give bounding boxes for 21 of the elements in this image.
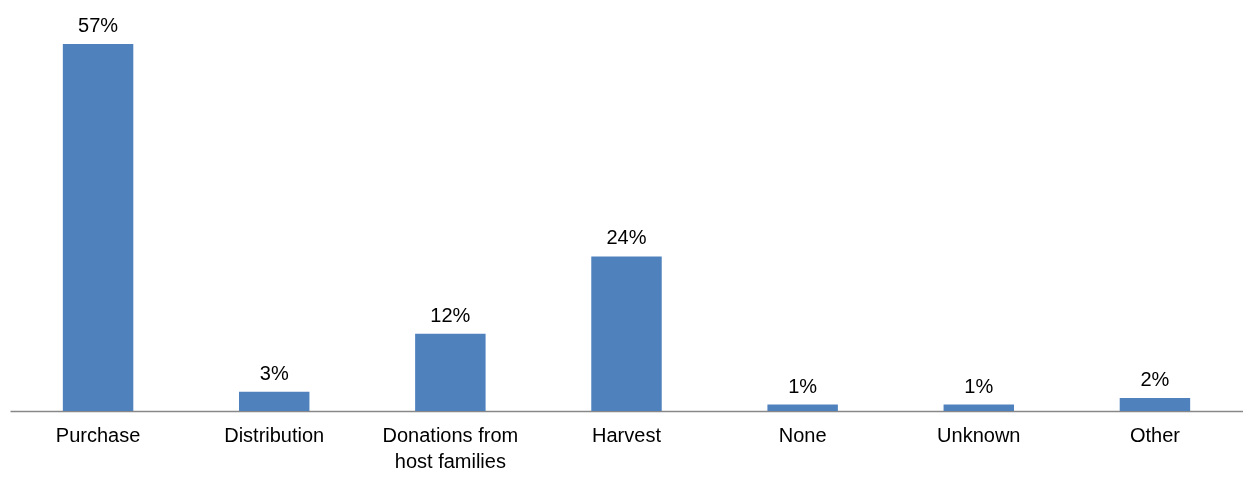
data-label: 2%: [1140, 368, 1170, 391]
bar: [591, 256, 662, 411]
data-label: 1%: [964, 374, 994, 397]
bar: [943, 404, 1015, 411]
bar: [767, 404, 838, 411]
x-tick-label: Purchase: [55, 423, 141, 446]
x-tick-label: None: [778, 423, 827, 446]
bar: [62, 44, 134, 411]
data-label: 3%: [259, 361, 289, 384]
data-label: 12%: [430, 303, 471, 326]
x-tick-label: Harvest: [592, 423, 662, 446]
x-tick-label: Donations from host families: [382, 423, 519, 472]
data-label: 57%: [78, 14, 119, 36]
bar: [1119, 398, 1191, 411]
x-tick-label: Unknown: [937, 423, 1021, 446]
bar: [415, 333, 486, 411]
bar: [238, 391, 310, 411]
x-tick-label: Distribution: [224, 423, 325, 446]
data-label: 1%: [788, 374, 818, 397]
x-tick-label: Other: [1129, 423, 1181, 446]
data-label: 24%: [606, 226, 647, 249]
